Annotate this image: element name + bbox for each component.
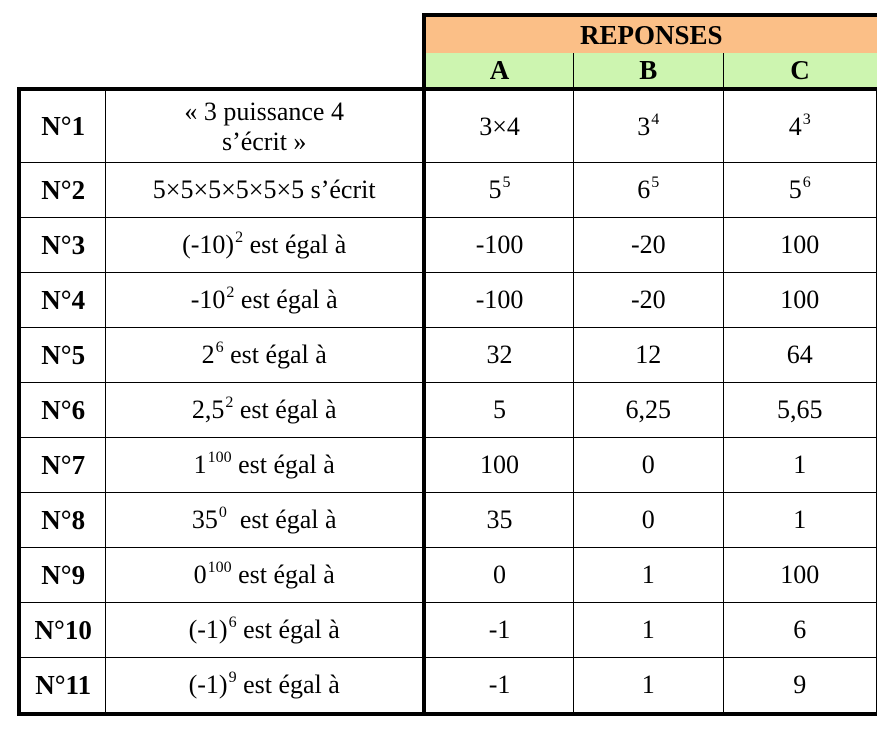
question-text: 1100 est égal à: [105, 437, 427, 493]
header-row-letters: A B C: [19, 53, 877, 91]
question-number: N°5: [17, 327, 107, 383]
quiz-table: REPONSES A B C N°1 « 3 puissance 4 s’écr…: [17, 13, 877, 716]
answer-c: 100: [723, 547, 877, 603]
column-header-a: A: [422, 53, 574, 91]
question-number: N°7: [17, 437, 107, 493]
question-text: -102 est égal à: [105, 272, 427, 328]
column-header-b: B: [573, 53, 724, 91]
answer-c: 100: [723, 217, 877, 273]
question-number: N°11: [17, 657, 107, 716]
answer-a: 0: [424, 547, 575, 603]
answer-c: 64: [723, 327, 877, 383]
answer-b: -20: [573, 217, 724, 273]
question-number: N°9: [17, 547, 107, 603]
question-number: N°8: [17, 492, 107, 548]
answer-b: 65: [573, 162, 724, 218]
column-header-c: C: [722, 53, 877, 91]
answer-a: -100: [424, 272, 575, 328]
question-text: (-1)9 est égal à: [105, 657, 427, 716]
answer-b: 34: [573, 89, 724, 163]
answer-c: 9: [723, 657, 877, 716]
answer-b: 0: [573, 492, 724, 548]
table-row: N°8 350 est égal à 35 0 1: [17, 492, 877, 548]
table-row: N°7 1100 est égal à 100 0 1: [17, 437, 877, 493]
table-row: N°4 -102 est égal à -100 -20 100: [17, 272, 877, 328]
answer-b: 6,25: [573, 382, 724, 438]
answer-b: 1: [573, 547, 724, 603]
table-row: N°6 2,52 est égal à 5 6,25 5,65: [17, 382, 877, 438]
table-row: N°1 « 3 puissance 4 s’écrit » 3×4 34 43: [17, 89, 877, 163]
reponses-header: REPONSES: [422, 13, 877, 53]
table-row: N°2 5×5×5×5×5×5 s’écrit 55 65 56: [17, 162, 877, 218]
table-row: N°11 (-1)9 est égal à -1 1 9: [17, 657, 877, 716]
question-number: N°3: [17, 217, 107, 273]
answer-c: 1: [723, 492, 877, 548]
answer-b: 0: [573, 437, 724, 493]
answer-b: -20: [573, 272, 724, 328]
answer-a: 35: [424, 492, 575, 548]
answer-b: 12: [573, 327, 724, 383]
question-number: N°10: [17, 602, 107, 658]
answer-c: 6: [723, 602, 877, 658]
question-text: (-10)2 est égal à: [105, 217, 427, 273]
table-row: N°5 26 est égal à 32 12 64: [17, 327, 877, 383]
answer-a: -1: [424, 602, 575, 658]
question-text: (-1)6 est égal à: [105, 602, 427, 658]
answer-a: 55: [424, 162, 575, 218]
question-number: N°2: [17, 162, 107, 218]
answer-c: 56: [723, 162, 877, 218]
table-row: N°3 (-10)2 est égal à -100 -20 100: [17, 217, 877, 273]
question-text: 26 est égal à: [105, 327, 427, 383]
table-row: N°9 0100 est égal à 0 1 100: [17, 547, 877, 603]
header-row-reponses: REPONSES: [19, 13, 877, 53]
answer-a: 100: [424, 437, 575, 493]
table-row: N°10 (-1)6 est égal à -1 1 6: [17, 602, 877, 658]
question-text: 350 est égal à: [105, 492, 427, 548]
answer-a: 5: [424, 382, 575, 438]
answer-c: 1: [723, 437, 877, 493]
answer-a: -1: [424, 657, 575, 716]
answer-b: 1: [573, 657, 724, 716]
answer-b: 1: [573, 602, 724, 658]
question-number: N°6: [17, 382, 107, 438]
answer-c: 5,65: [723, 382, 877, 438]
question-text: 0100 est égal à: [105, 547, 427, 603]
question-number: N°4: [17, 272, 107, 328]
answer-a: 32: [424, 327, 575, 383]
question-text: 2,52 est égal à: [105, 382, 427, 438]
answer-a: 3×4: [424, 89, 575, 163]
answer-a: -100: [424, 217, 575, 273]
question-text: 5×5×5×5×5×5 s’écrit: [105, 162, 427, 218]
answer-c: 100: [723, 272, 877, 328]
question-number: N°1: [17, 89, 107, 163]
question-text: « 3 puissance 4 s’écrit »: [105, 89, 427, 163]
answer-c: 43: [723, 89, 877, 163]
